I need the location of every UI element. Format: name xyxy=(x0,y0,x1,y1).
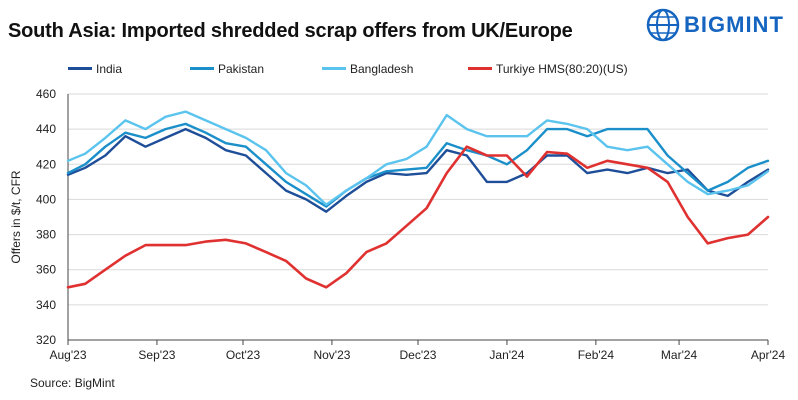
x-tick-label: Aug'23 xyxy=(50,348,87,362)
x-tick-label: Mar'24 xyxy=(661,348,698,362)
y-tick-label: 460 xyxy=(36,87,56,101)
series-line-bangladesh xyxy=(66,110,770,206)
x-tick-label: Feb'24 xyxy=(578,348,615,362)
y-tick-label: 440 xyxy=(36,122,56,136)
brand-logo: BIGMINT xyxy=(646,8,796,42)
legend-item: Turkiye HMS(80:20)(US) xyxy=(468,62,628,76)
x-tick-label: Dec'23 xyxy=(400,348,437,362)
legend-swatch xyxy=(190,67,214,71)
legend-item: Pakistan xyxy=(190,62,264,76)
chart-title: South Asia: Imported shredded scrap offe… xyxy=(8,20,573,42)
y-tick-label: 420 xyxy=(36,157,56,171)
y-axis-label: Offers in $/t, CFR xyxy=(9,170,23,263)
legend-item: Bangladesh xyxy=(322,62,413,76)
y-tick-label: 360 xyxy=(36,263,56,277)
legend-swatch xyxy=(68,67,92,71)
legend-label: Bangladesh xyxy=(350,62,414,76)
x-tick-label: Oct'23 xyxy=(226,348,261,362)
legend-item: India xyxy=(68,62,122,76)
legend-label: India xyxy=(96,62,123,76)
x-tick-label: Sep'23 xyxy=(138,348,175,362)
x-tick-label: Jan'24 xyxy=(489,348,524,362)
legend-label: Turkiye HMS(80:20)(US) xyxy=(496,62,628,76)
legend-label: Pakistan xyxy=(218,62,265,76)
brand-globe-icon xyxy=(646,8,680,42)
series-line-pakistan xyxy=(66,122,770,208)
x-tick-label: Apr'24 xyxy=(751,348,786,362)
legend-swatch xyxy=(468,67,492,71)
brand-name: BIGMINT xyxy=(684,12,784,37)
legend-swatch xyxy=(322,67,346,71)
y-tick-label: 400 xyxy=(36,192,56,206)
y-tick-label: 320 xyxy=(36,333,56,347)
source-note: Source: BigMint xyxy=(30,376,115,390)
x-tick-label: Nov'23 xyxy=(313,348,350,362)
series-line-turkiye-hms-80-20-us- xyxy=(66,145,770,289)
y-tick-label: 340 xyxy=(36,298,56,312)
y-tick-label: 380 xyxy=(36,228,56,242)
